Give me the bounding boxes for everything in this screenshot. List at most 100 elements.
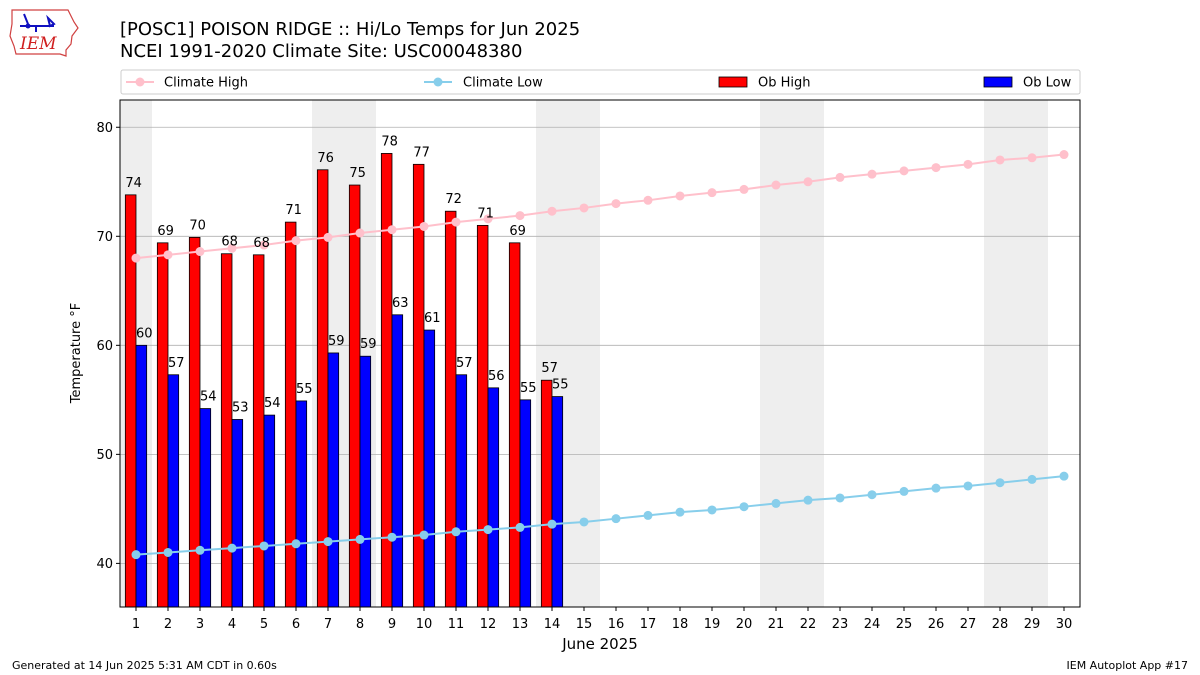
climate-high-point-day-25 [899, 166, 909, 176]
ob-high-bar-day-5 [252, 254, 265, 608]
climate-low-point-day-7 [323, 537, 333, 547]
weekend-shade-day-28 [984, 100, 1016, 607]
x-tick-label: 19 [704, 617, 721, 632]
footer-generated: Generated at 14 Jun 2025 5:31 AM CDT in … [12, 659, 277, 672]
climate-low-point-day-10 [419, 530, 429, 540]
x-tick-label: 5 [260, 617, 268, 632]
x-axis: 1 2 3 4 5 6 7 8 9 10 11 12 13 14 15 16 17 18 19 20 21 22 23 24 2… [132, 607, 1072, 632]
x-tick-label: 29 [1024, 617, 1041, 632]
legend-item-climate-high: Climate High [126, 76, 248, 91]
ob-high-bar-day-6 [284, 221, 297, 608]
x-tick-label: 13 [512, 617, 529, 632]
legend-swatch-ob-low [983, 76, 1013, 88]
climate-low-point-day-14 [547, 519, 557, 529]
x-axis-label: June 2025 [561, 635, 638, 653]
legend-swatch-ob-high [718, 76, 748, 88]
climate-low-point-day-22 [803, 495, 813, 505]
ob-low-value-label: 55 [296, 382, 313, 397]
x-tick-label: 10 [416, 617, 433, 632]
ob-low-value-label: 59 [328, 334, 345, 349]
ob-high-bar-day-13 [508, 242, 521, 608]
climate-low-point-day-26 [931, 483, 941, 493]
weekend-shade-day-22 [792, 100, 824, 607]
x-tick-label: 22 [800, 617, 817, 632]
x-tick-label: 8 [356, 617, 364, 632]
climate-high-point-day-11 [451, 217, 461, 227]
climate-low-point-day-25 [899, 486, 909, 496]
climate-high-point-day-26 [931, 163, 941, 173]
ob-low-bar-day-4 [231, 419, 244, 608]
ob-low-value-label: 54 [200, 390, 217, 405]
ob-low-value-label: 54 [264, 396, 281, 411]
ob-low-value-label: 57 [168, 356, 185, 371]
ob-low-bar-day-8 [359, 355, 372, 608]
ob-high-value-label: 68 [253, 236, 270, 251]
legend-marker-climate-high [135, 77, 145, 87]
climate-high-point-day-12 [483, 214, 493, 224]
x-tick-label: 4 [228, 617, 236, 632]
climate-low-point-day-11 [451, 527, 461, 537]
climate-high-point-day-1 [131, 253, 141, 263]
ob-high-bar-day-14 [540, 379, 553, 608]
legend-item-climate-low: Climate Low [424, 76, 543, 91]
climate-high-point-day-5 [259, 240, 269, 250]
ob-low-bar-day-5 [263, 414, 276, 608]
climate-high-point-day-16 [611, 199, 621, 209]
weekend-shade-day-29 [1016, 100, 1048, 607]
climate-low-point-day-23 [835, 493, 845, 503]
x-tick-label: 1 [132, 617, 140, 632]
ob-low-bar-day-3 [199, 408, 212, 608]
gridlines [120, 126, 1080, 564]
climate-lines [131, 150, 1069, 560]
ob-low-bar-day-14 [551, 396, 564, 608]
x-tick-label: 11 [448, 617, 465, 632]
climate-high-point-day-28 [995, 155, 1005, 165]
y-axis-label: Temperature °F [69, 303, 84, 404]
ob-low-value-label: 59 [360, 337, 377, 352]
ob-high-value-label: 76 [317, 151, 334, 166]
climate-high-point-day-2 [163, 250, 173, 260]
y-axis: 40 50 60 70 80 [96, 121, 120, 572]
climate-low-point-day-1 [131, 550, 141, 560]
legend: Climate High Climate Low Ob High Ob Low [120, 69, 1081, 95]
climate-high-point-day-30 [1059, 150, 1069, 160]
x-tick-label: 16 [608, 617, 625, 632]
climate-low-point-day-16 [611, 514, 621, 524]
climate-low-point-day-27 [963, 481, 973, 491]
ob-high-bar-day-8 [348, 184, 361, 608]
x-tick-label: 27 [960, 617, 977, 632]
climate-high-point-day-18 [675, 191, 685, 201]
climate-low-point-day-29 [1027, 474, 1037, 484]
x-tick-label: 18 [672, 617, 689, 632]
climate-high-point-day-22 [803, 177, 813, 187]
ob-low-bar-day-7 [327, 352, 340, 608]
ob-low-bar-day-2 [167, 374, 180, 608]
x-tick-label: 15 [576, 617, 593, 632]
ob-high-bar-day-4 [220, 253, 233, 608]
climate-low-point-day-9 [387, 532, 397, 542]
x-tick-label: 6 [292, 617, 300, 632]
climate-low-point-day-24 [867, 490, 877, 500]
weather-station-icon [20, 13, 56, 32]
y-tick-label: 50 [96, 448, 113, 463]
legend-frame [120, 69, 1081, 95]
ob-low-value-label: 61 [424, 311, 441, 326]
x-tick-label: 23 [832, 617, 849, 632]
legend-label-ob-high: Ob High [758, 76, 811, 91]
climate-low-point-day-18 [675, 507, 685, 517]
climate-high-point-day-7 [323, 232, 333, 242]
legend-item-ob-low: Ob Low [983, 76, 1072, 91]
climate-low-point-day-15 [579, 517, 589, 527]
ob-low-value-label: 60 [136, 326, 153, 341]
ob-high-value-label: 75 [349, 166, 366, 181]
chart-title-line2: NCEI 1991-2020 Climate Site: USC00048380 [120, 41, 522, 62]
climate-low-point-day-30 [1059, 471, 1069, 481]
ob-high-value-label: 77 [413, 145, 430, 160]
climate-low-point-day-2 [163, 547, 173, 557]
ob-low-value-label: 55 [552, 378, 569, 393]
climate-high-point-day-10 [419, 221, 429, 231]
ob-high-value-label: 68 [221, 235, 238, 250]
legend-label-ob-low: Ob Low [1023, 76, 1072, 91]
x-tick-label: 28 [992, 617, 1009, 632]
station-dot-icon [25, 23, 31, 29]
